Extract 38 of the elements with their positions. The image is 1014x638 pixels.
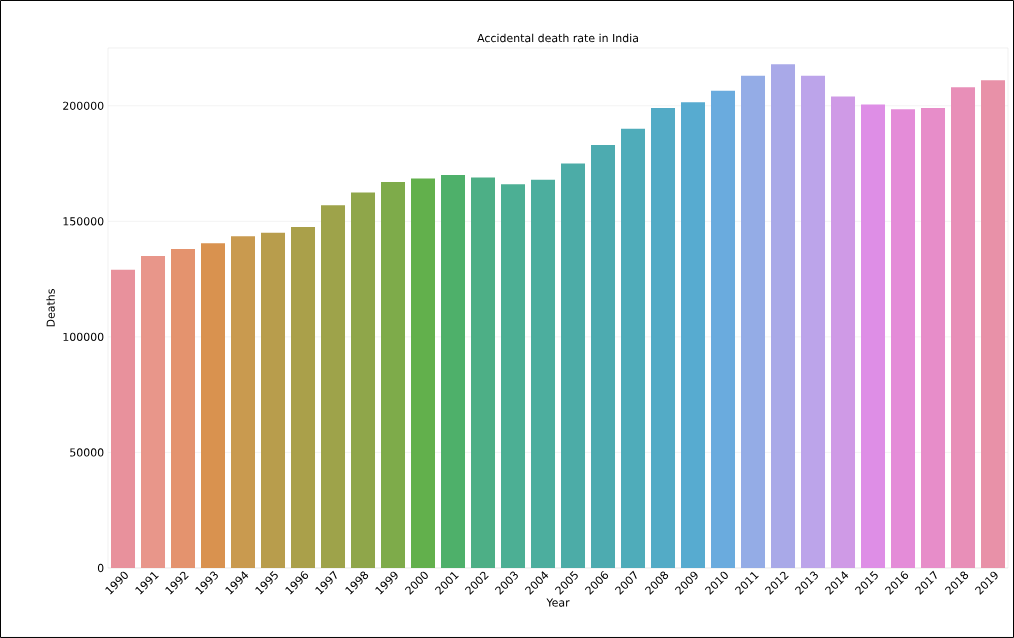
bar [831, 96, 856, 568]
bar [801, 75, 826, 568]
bar [411, 178, 436, 568]
y-tick-label: 100000 [63, 332, 104, 342]
chart-title: Accidental death rate in India [477, 33, 638, 43]
bar [501, 184, 526, 568]
bar [261, 232, 286, 568]
bar [681, 102, 706, 568]
y-axis-title: Deaths [46, 289, 55, 327]
bar [651, 108, 676, 568]
y-tick-label: 50000 [70, 448, 104, 457]
bar [291, 227, 316, 568]
bar [171, 249, 196, 568]
bar [951, 87, 976, 568]
bar [921, 108, 946, 568]
bar [531, 179, 556, 568]
bar [981, 80, 1006, 568]
bar [201, 243, 226, 568]
bar [561, 163, 586, 568]
bar [441, 175, 466, 568]
bar [591, 145, 616, 568]
bar [891, 109, 916, 568]
bar [621, 128, 646, 568]
bar [771, 64, 796, 568]
bar [741, 75, 766, 568]
y-tick-label: 150000 [63, 217, 104, 226]
y-tick-label: 200000 [63, 101, 104, 110]
bar [711, 90, 736, 568]
bar [231, 236, 256, 568]
x-axis-title: Year [546, 598, 570, 607]
bar [351, 192, 376, 568]
bar [381, 182, 406, 568]
bar [141, 255, 166, 568]
bar [861, 104, 886, 568]
bar [111, 269, 136, 568]
bar [321, 205, 346, 568]
bar [471, 177, 496, 568]
y-tick-label: 0 [97, 563, 104, 573]
